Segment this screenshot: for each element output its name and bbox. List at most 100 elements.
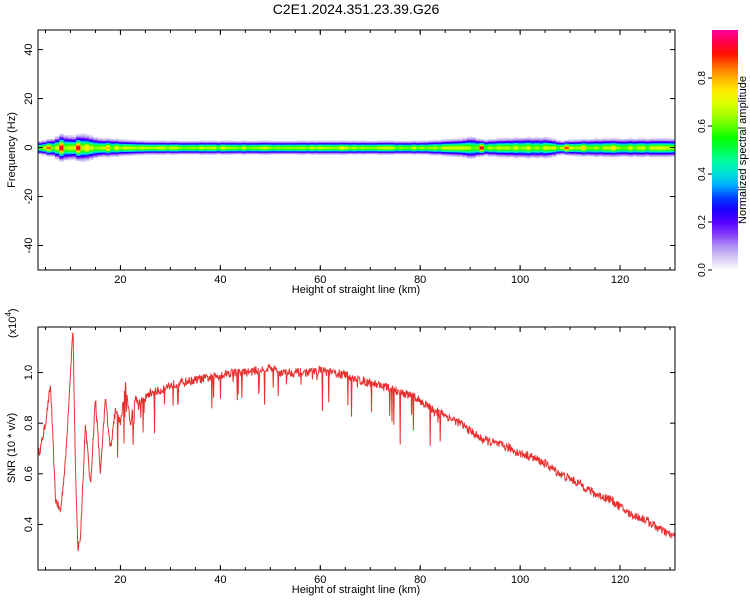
heatmap-cell [352,149,357,151]
heatmap-cell [534,143,540,145]
heatmap-cell [203,141,209,143]
heatmap-cell [161,151,166,153]
heatmap-cell [212,151,217,153]
heatmap-cell [335,150,340,152]
heatmap-cell [568,147,574,149]
heatmap-cell [364,145,370,147]
heatmap-cell [492,144,498,147]
heatmap-cell [517,152,523,155]
heatmap-cell [280,147,285,149]
heatmap-cell [101,146,107,148]
heatmap-cell [632,142,638,145]
heatmap-cell [190,146,196,148]
heatmap-cell [343,143,349,145]
heatmap-cell [288,151,294,153]
heatmap-cell [356,141,362,143]
heatmap-cell [343,153,349,155]
heatmap-cell [573,144,578,146]
heatmap-cell [152,144,158,146]
heatmap-cell [122,147,128,149]
heatmap-cell [314,151,319,153]
heatmap-cell [207,140,213,142]
heatmap-cell [585,153,591,156]
heatmap-cell [173,153,179,156]
heatmap-cell [619,145,625,148]
heatmap-cell [246,142,251,144]
heatmap-cell [186,149,192,151]
heatmap-cell [339,146,345,148]
heatmap-cell [127,154,132,156]
heatmap-cell [556,149,561,152]
heatmap-cell [466,144,472,146]
heatmap-cell [581,150,587,152]
heatmap-cell [462,141,468,143]
heatmap-cell [666,154,672,156]
heatmap-cell [437,150,442,153]
heatmap-cell [216,152,222,154]
heatmap-cell [250,148,255,150]
heatmap-cell [326,151,332,153]
heatmap-cell [38,144,43,146]
heatmap-cell [152,150,158,152]
heatmap-cell [513,154,519,157]
heatmap-cell [131,139,137,141]
heatmap-cell [649,143,655,146]
heatmap-cell [250,141,255,143]
heatmap-cell [666,140,672,143]
heatmap-cell [471,149,476,152]
heatmap-cell [152,146,158,148]
heatmap-cell [50,143,56,146]
heatmap-cell [348,147,353,149]
heatmap-cell [101,151,107,153]
heatmap-cell [466,156,472,158]
heatmap-cell [71,151,77,153]
heatmap-cell [263,146,268,148]
heatmap-cell [80,141,86,144]
heatmap-cell [517,151,523,154]
heatmap-cell [403,153,408,155]
heatmap-cell [649,155,655,157]
heatmap-cell [76,137,81,139]
heatmap-cell [607,152,612,154]
heatmap-cell [84,137,90,139]
heatmap-cell [93,152,98,154]
heatmap-cell [577,144,582,147]
heatmap-cell [110,143,115,146]
heatmap-cell [403,149,408,151]
heatmap-cell [462,155,468,157]
heatmap-cell [173,152,179,154]
heatmap-cell [420,149,425,151]
heatmap-cell [46,144,52,147]
heatmap-cell [76,152,81,155]
heatmap-cell [127,141,132,144]
heatmap-cell [369,152,374,154]
heatmap-cell [407,145,413,147]
heatmap-cell [564,153,570,155]
heatmap-cell [352,152,357,154]
heatmap-cell [526,143,532,145]
heatmap-cell [645,142,650,145]
heatmap-cell [50,144,56,147]
heatmap-cell [207,152,213,154]
heatmap-cell [76,138,81,141]
heatmap-cell [522,145,527,147]
heatmap-cell [420,148,425,151]
heatmap-cell [63,138,69,140]
heatmap-cell [560,144,565,146]
heatmap-cell [517,138,523,140]
heatmap-cell [594,149,599,151]
heatmap-cell [229,151,234,153]
heatmap-cell [662,140,667,143]
heatmap-cell [331,146,336,148]
heatmap-cell [496,142,502,145]
heatmap-cell [526,154,532,157]
heatmap-cell [224,148,230,151]
heatmap-cell [585,150,591,152]
heatmap-cell [292,153,298,155]
heatmap-cell [246,153,251,155]
heatmap-cell [445,152,451,154]
heatmap-cell [173,144,179,146]
heatmap-cell [577,149,582,151]
heatmap-cell [352,143,357,145]
heatmap-cell [88,137,94,140]
